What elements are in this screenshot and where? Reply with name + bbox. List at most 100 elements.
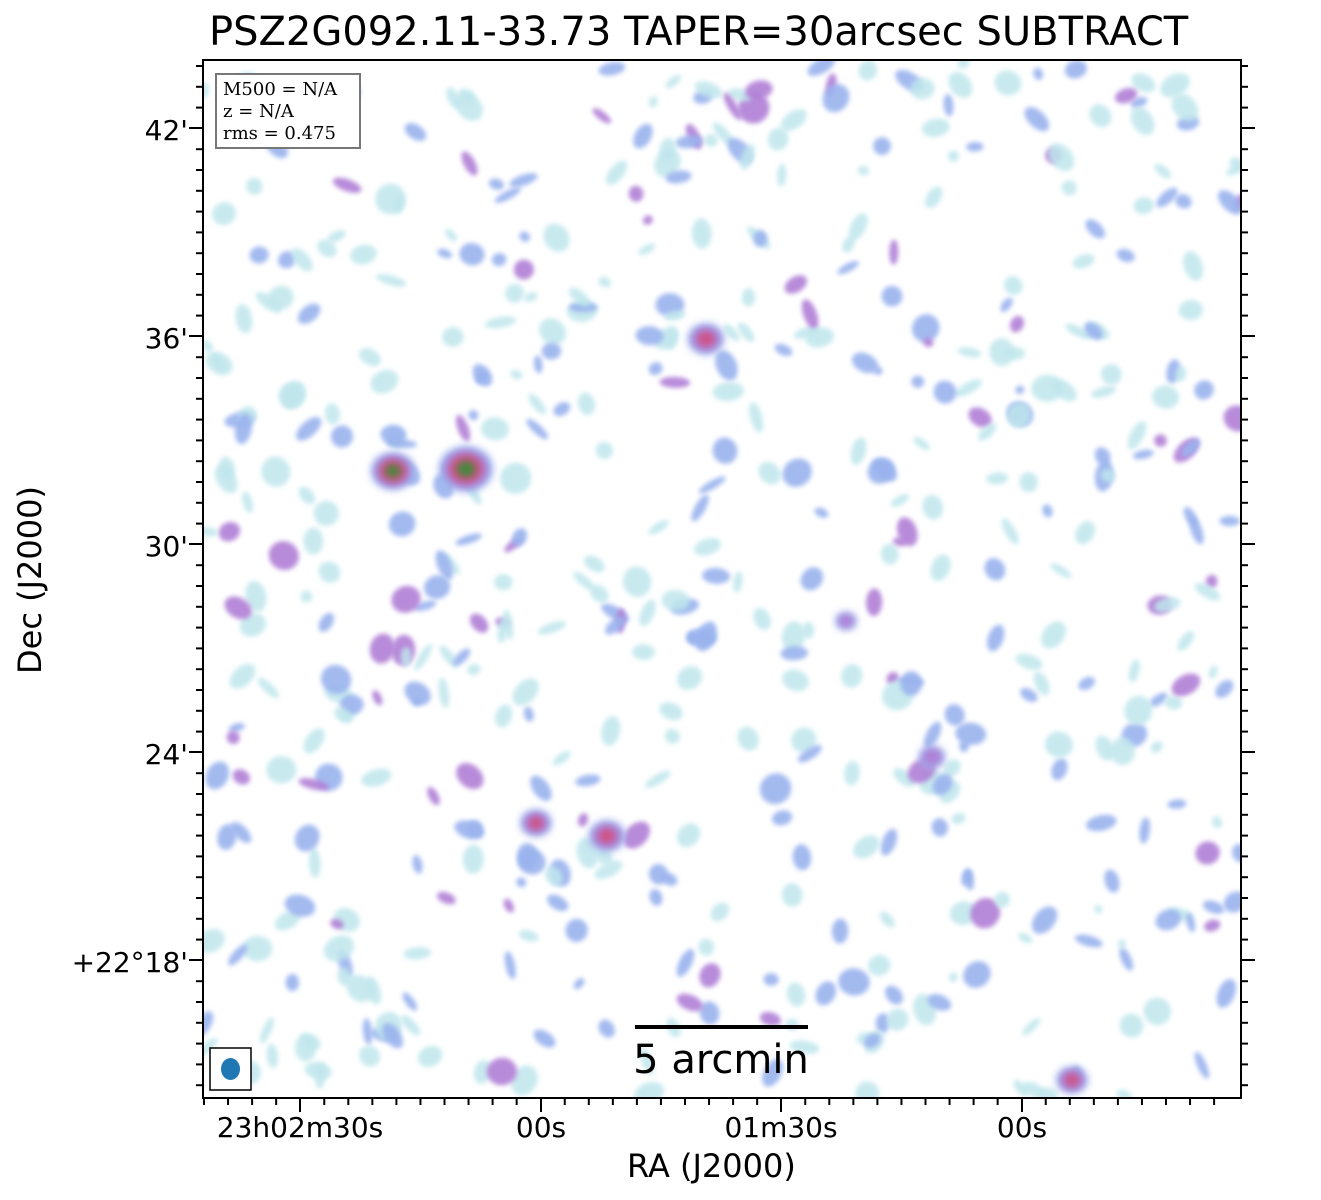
noise-blob [541, 342, 562, 360]
noise-blob [226, 730, 240, 745]
noise-blob [837, 260, 859, 275]
x-tick-label: 00s [516, 1111, 566, 1144]
noise-blob [1041, 621, 1066, 649]
noise-blob [632, 644, 655, 660]
noise-blob [648, 520, 669, 535]
noise-blob [1154, 434, 1167, 447]
noise-blob [325, 403, 340, 425]
source-blob [456, 461, 476, 477]
noise-blob [372, 690, 383, 706]
noise-blob [1149, 692, 1168, 707]
noise-blob [459, 242, 485, 266]
noise-blob [1177, 631, 1195, 651]
noise-blob [400, 646, 412, 667]
noise-blob [218, 456, 236, 480]
noise-blob [1004, 346, 1026, 360]
noise-blob [943, 93, 954, 117]
noise-blob [702, 567, 731, 584]
axis-ticks [189, 65, 1255, 1112]
noise-blob [1094, 447, 1111, 466]
noise-blob [257, 677, 279, 699]
noise-blob [781, 621, 806, 652]
noise-blob [677, 823, 701, 848]
noise-blob [661, 589, 690, 612]
noise-blob [414, 600, 437, 612]
noise-blob [886, 1008, 909, 1031]
noise-blob [1156, 187, 1178, 208]
noise-blob [802, 621, 815, 639]
noise-blob [577, 392, 596, 415]
noise-blob [313, 500, 339, 527]
noise-blob [369, 633, 395, 664]
source-blob [922, 748, 942, 766]
noise-blob [970, 897, 1001, 929]
noise-blob [296, 416, 322, 441]
noise-blob [1100, 364, 1122, 385]
noise-blob [723, 92, 742, 121]
noise-blob [318, 561, 341, 583]
noise-blob [864, 1033, 881, 1048]
noise-blob [963, 961, 991, 988]
noise-blob [1130, 106, 1155, 136]
noise-blob [303, 527, 324, 555]
info-z: z = N/A [223, 101, 295, 122]
noise-blob [462, 844, 484, 874]
noise-blob [461, 151, 478, 176]
noise-blob [565, 918, 588, 943]
noise-blob [767, 127, 789, 151]
noise-blob [691, 218, 712, 249]
noise-blob [228, 722, 245, 733]
noise-blob [604, 616, 626, 635]
noise-blob [801, 299, 819, 330]
y-tick-label: 36' [145, 322, 188, 355]
x-tick-label: 23h02m30s [217, 1111, 384, 1144]
noise-blob [481, 417, 509, 441]
noise-blob [664, 310, 686, 321]
noise-blob [277, 251, 296, 269]
y-tick-label: 30' [145, 530, 188, 563]
noise-blob [889, 239, 899, 265]
noise-blob [925, 186, 943, 209]
noise-blob [318, 612, 335, 632]
noise-blob [749, 402, 764, 433]
noise-blob [782, 669, 809, 692]
noise-blob [595, 441, 614, 460]
noise-blob [884, 985, 904, 1005]
noise-blob [842, 236, 855, 253]
noise-blob [792, 844, 812, 871]
noise-blob [231, 821, 252, 844]
noise-blob [1223, 405, 1241, 432]
noise-blob [1132, 449, 1154, 460]
noise-blob [1084, 322, 1103, 340]
noise-blob [659, 702, 683, 721]
noise-blob [380, 424, 407, 445]
noise-blob [893, 768, 916, 787]
noise-blob [698, 476, 726, 494]
noise-blob [1051, 379, 1077, 402]
noise-blob [517, 848, 546, 875]
noise-blob [665, 329, 678, 350]
noise-blob [592, 108, 612, 124]
noise-blob [628, 185, 644, 202]
noise-blob [664, 728, 680, 744]
noise-blob [923, 337, 934, 348]
source-blob [598, 828, 616, 844]
noise-blob [989, 338, 1015, 367]
noise-blob [1124, 695, 1153, 726]
noise-blob [875, 1013, 890, 1034]
noise-blob [1050, 563, 1072, 578]
noise-blob [412, 855, 423, 874]
beam-ellipse [221, 1058, 240, 1080]
noise-blob [1186, 913, 1196, 933]
noise-blob [594, 860, 623, 880]
noise-blob [274, 910, 301, 931]
noise-blob [1128, 659, 1140, 683]
noise-blob [526, 418, 549, 440]
noise-blob [414, 643, 432, 671]
noise-blob [573, 571, 595, 590]
noise-blob [733, 571, 743, 593]
noise-blob [1127, 421, 1147, 450]
noise-blob [715, 350, 738, 381]
noise-blob [947, 150, 959, 162]
noise-blob [1061, 180, 1077, 196]
